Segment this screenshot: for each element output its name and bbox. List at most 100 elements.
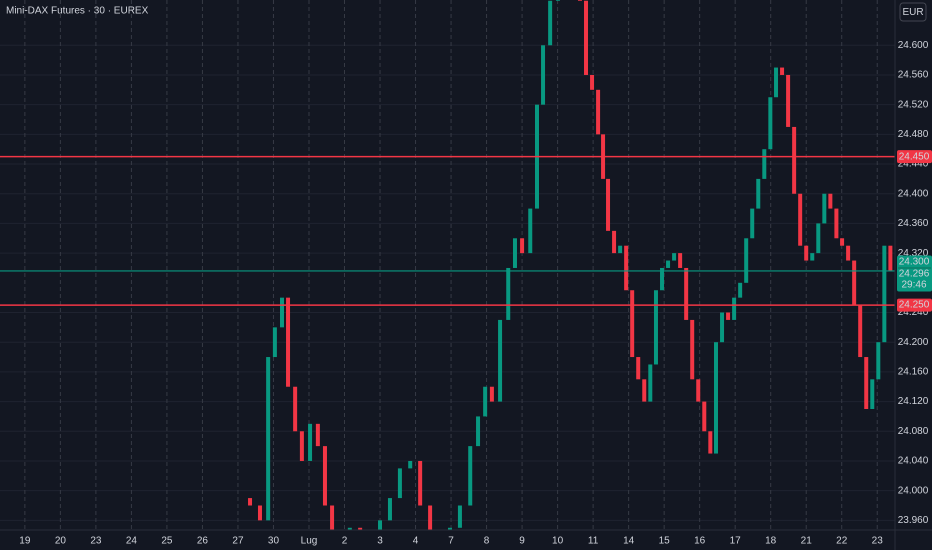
alert-tag-label: 24.300 bbox=[899, 257, 930, 268]
candle bbox=[696, 379, 701, 402]
candle bbox=[768, 97, 773, 150]
y-tick-label: 24.000 bbox=[898, 485, 929, 496]
candle bbox=[299, 431, 304, 461]
candle bbox=[642, 379, 647, 402]
candle bbox=[279, 297, 284, 328]
candle bbox=[248, 498, 253, 506]
candle bbox=[520, 238, 525, 254]
candle bbox=[322, 446, 327, 506]
y-tick-label: 24.080 bbox=[898, 426, 929, 437]
candle bbox=[858, 305, 863, 358]
candle bbox=[750, 208, 755, 239]
candle bbox=[512, 238, 517, 268]
x-tick-label: 7 bbox=[448, 536, 454, 547]
currency-button[interactable] bbox=[899, 2, 927, 22]
x-tick-label: 3 bbox=[377, 536, 383, 547]
level-tag-label: 24.450 bbox=[899, 151, 930, 162]
candle bbox=[408, 460, 413, 469]
y-tick-label: 24.600 bbox=[898, 40, 929, 51]
candle bbox=[678, 253, 683, 268]
candle bbox=[476, 416, 481, 447]
x-tick-label: 23 bbox=[872, 536, 884, 547]
candle bbox=[447, 527, 452, 530]
x-tick-label: 14 bbox=[623, 536, 635, 547]
y-tick-label: 24.120 bbox=[898, 396, 929, 407]
candle bbox=[483, 386, 488, 417]
x-tick-label: 9 bbox=[519, 536, 525, 547]
y-tick-label: 24.480 bbox=[898, 129, 929, 140]
candle bbox=[702, 401, 707, 432]
candle bbox=[840, 238, 845, 246]
candle bbox=[555, 0, 560, 1]
x-tick-label: 26 bbox=[197, 536, 209, 547]
candle bbox=[798, 193, 803, 246]
x-tick-label: 18 bbox=[765, 536, 777, 547]
candle bbox=[266, 357, 271, 521]
candle bbox=[780, 67, 785, 75]
candle bbox=[577, 0, 582, 1]
candle bbox=[308, 423, 313, 461]
candle bbox=[774, 67, 779, 98]
candle bbox=[744, 238, 749, 283]
x-tick-label: 17 bbox=[730, 536, 742, 547]
candle bbox=[468, 446, 473, 506]
x-tick-label: Lug bbox=[301, 536, 318, 547]
candle bbox=[804, 245, 809, 261]
candle bbox=[590, 74, 595, 90]
candle bbox=[876, 342, 881, 380]
candle bbox=[624, 245, 629, 291]
candle bbox=[732, 297, 737, 320]
candle bbox=[792, 126, 797, 194]
candle bbox=[498, 319, 503, 402]
candle bbox=[810, 253, 815, 261]
overlay bbox=[0, 155, 895, 306]
candle bbox=[672, 253, 677, 261]
y-tick-label: 24.200 bbox=[898, 337, 929, 348]
candle bbox=[528, 208, 533, 254]
candle bbox=[822, 193, 827, 224]
candle bbox=[834, 208, 839, 239]
candle bbox=[708, 431, 713, 454]
x-tick-label: 21 bbox=[801, 536, 813, 547]
candle bbox=[428, 505, 433, 530]
chart-title: Mini-DAX Futures · 30 · EUREX bbox=[6, 6, 149, 17]
candle bbox=[584, 0, 589, 75]
candle bbox=[506, 267, 511, 320]
candle bbox=[684, 267, 689, 320]
x-tick-label: 25 bbox=[161, 536, 173, 547]
x-tick-label: 15 bbox=[659, 536, 671, 547]
candle bbox=[690, 319, 695, 380]
candle bbox=[618, 245, 623, 254]
currency-label[interactable]: EUR bbox=[902, 7, 923, 18]
x-tick-label: 11 bbox=[588, 536, 599, 547]
x-tick-label: 30 bbox=[268, 536, 280, 547]
x-tick-label: 19 bbox=[19, 536, 31, 547]
candle bbox=[882, 245, 887, 343]
last-price-label: 24.296 bbox=[899, 269, 930, 280]
x-tick-label: 22 bbox=[836, 536, 848, 547]
candle bbox=[648, 364, 653, 402]
x-tick-label: 8 bbox=[484, 536, 490, 547]
candle bbox=[888, 245, 893, 271]
candle bbox=[846, 245, 851, 261]
x-tick-label: 20 bbox=[55, 536, 67, 547]
candle bbox=[756, 178, 761, 209]
candle bbox=[714, 342, 718, 454]
candle bbox=[630, 290, 635, 358]
candle bbox=[397, 468, 402, 499]
y-tick-label: 24.560 bbox=[898, 70, 929, 81]
y-tick-label: 24.400 bbox=[898, 188, 929, 199]
candle bbox=[387, 498, 392, 521]
candle bbox=[457, 505, 462, 528]
candle bbox=[666, 260, 671, 268]
candle bbox=[378, 520, 383, 530]
candle bbox=[330, 505, 335, 530]
y-tick-label: 24.320 bbox=[898, 248, 929, 259]
y-tick-label: 24.040 bbox=[898, 456, 929, 467]
candle bbox=[786, 74, 791, 127]
candle bbox=[738, 282, 743, 298]
candle bbox=[828, 193, 833, 209]
y-tick-label: 24.360 bbox=[898, 218, 929, 229]
